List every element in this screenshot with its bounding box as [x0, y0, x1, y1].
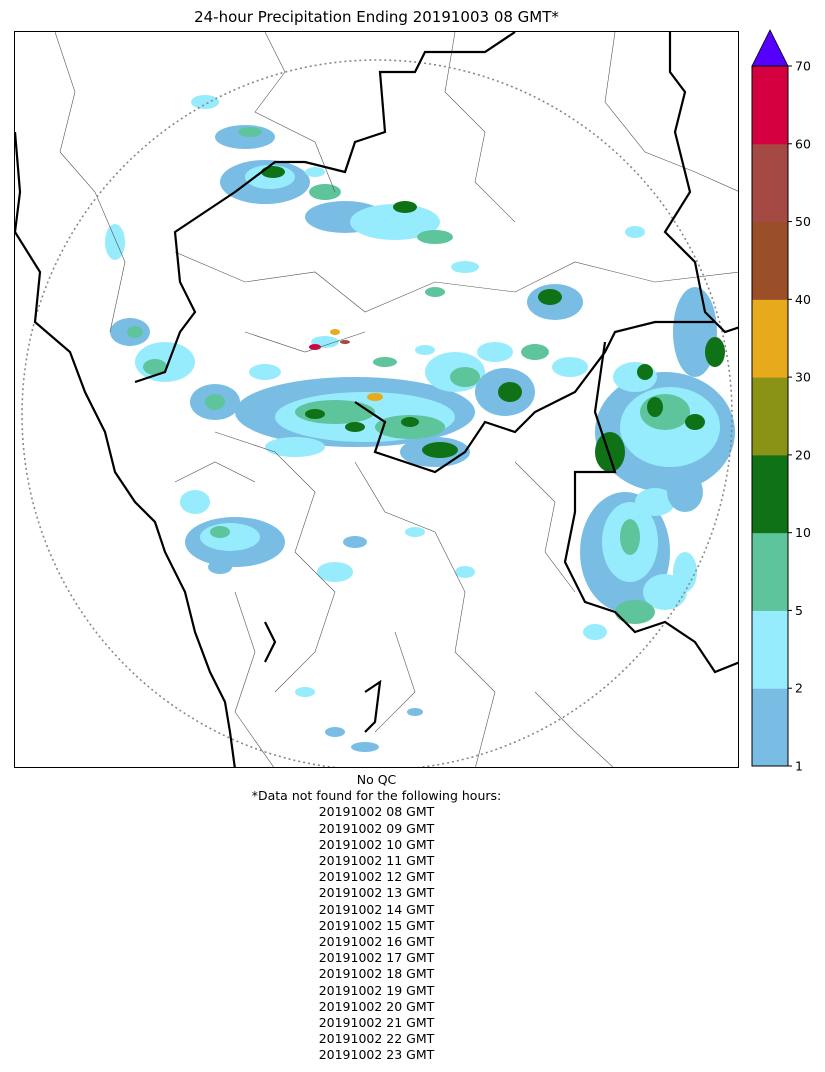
colorbar-tick-label: 30 [795, 370, 811, 385]
colorbar: 1 2 5 10 20 30 40 50 60 70 [751, 29, 811, 774]
missing-hour-item: 20191002 08 GMT [318, 804, 435, 820]
colorbar-band [752, 66, 788, 145]
missing-hour-item: 20191002 11 GMT [318, 853, 435, 869]
missing-data-header: *Data not found for the following hours: [251, 788, 502, 804]
colorbar-tick-label: 10 [795, 525, 811, 540]
colorbar-band [752, 610, 788, 689]
missing-hour-item: 20191002 14 GMT [318, 901, 435, 917]
precipitation-layer [105, 95, 735, 752]
colorbar-tick-label: 1 [795, 759, 803, 774]
colorbar-extend-arrow [751, 29, 789, 67]
missing-hour-item: 20191002 22 GMT [318, 1031, 435, 1047]
colorbar-band [752, 688, 788, 767]
colorbar-band [752, 299, 788, 378]
colorbar-tick-label: 2 [795, 681, 803, 696]
missing-hour-item: 20191002 16 GMT [318, 934, 435, 950]
map-title: 24-hour Precipitation Ending 20191003 08… [194, 8, 559, 26]
state-boundaries [15, 32, 738, 767]
missing-hour-item: 20191002 10 GMT [318, 836, 435, 852]
colorbar-band [752, 143, 788, 223]
colorbar-tick-label: 60 [795, 136, 811, 151]
missing-hours-list: 20191002 08 GMT 20191002 09 GMT 20191002 1… [14, 804, 739, 1063]
missing-hour-item: 20191002 15 GMT [318, 917, 435, 933]
colorbar-band [752, 532, 788, 611]
map-canvas [15, 32, 738, 767]
missing-hour-item: 20191002 19 GMT [318, 982, 435, 998]
colorbar-bands [752, 66, 788, 767]
missing-hour-item: 20191002 13 GMT [318, 885, 435, 901]
missing-hour-item: 20191002 17 GMT [318, 950, 435, 966]
colorbar-band [752, 377, 788, 456]
missing-hour-item: 20191002 12 GMT [318, 869, 435, 885]
colorbar-tick-label: 70 [795, 59, 811, 74]
colorbar-tick-label: 5 [795, 603, 803, 618]
footnote-block: No QC *Data not found for the following … [14, 772, 739, 1064]
radar-range-ring [21, 59, 733, 767]
missing-hour-item: 20191002 20 GMT [318, 998, 435, 1014]
missing-hour-item: 20191002 09 GMT [318, 820, 435, 836]
qc-note: No QC [356, 772, 397, 787]
district-boundaries [54, 32, 738, 767]
colorbar-frame [751, 65, 789, 767]
colorbar-tick-label: 40 [795, 292, 811, 307]
precipitation-map [14, 31, 739, 768]
missing-hour-item: 20191002 18 GMT [318, 966, 435, 982]
colorbar-tick-label: 50 [795, 214, 811, 229]
colorbar-ticks: 1 2 5 10 20 30 40 50 60 70 [788, 59, 811, 774]
colorbar-tick-label: 20 [795, 447, 811, 462]
colorbar-band [752, 221, 788, 300]
missing-hour-item: 20191002 23 GMT [318, 1047, 435, 1063]
missing-hour-item: 20191002 21 GMT [318, 1015, 435, 1031]
colorbar-band [752, 454, 788, 534]
